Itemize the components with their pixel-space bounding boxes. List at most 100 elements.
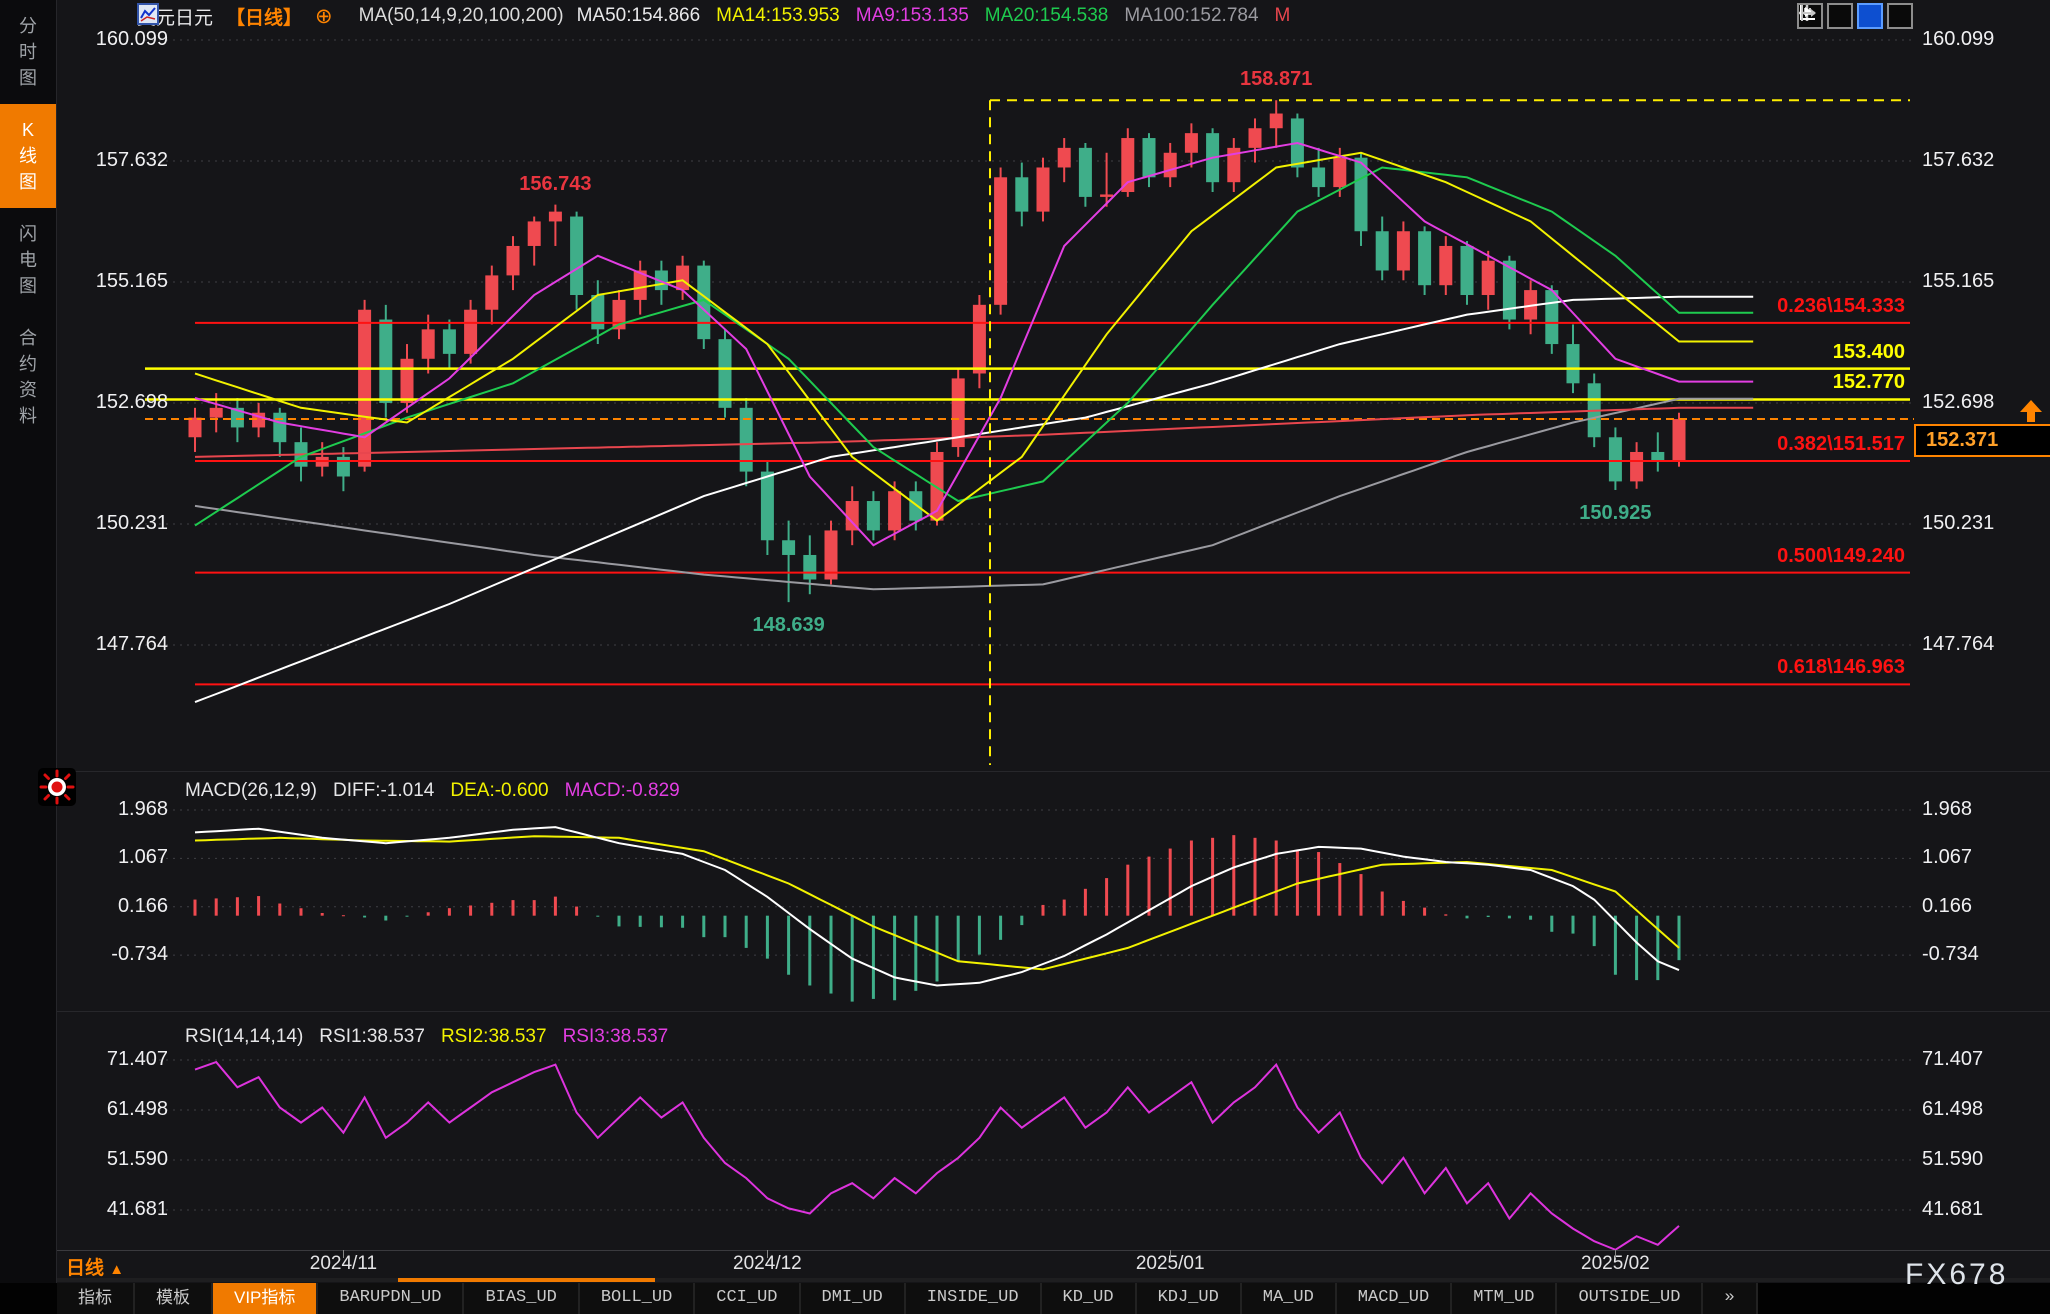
candle (1502, 260, 1516, 320)
macd-histogram (193, 835, 1681, 1002)
candle (1142, 138, 1156, 178)
candle (209, 407, 223, 418)
price-axis-label-left: 150.231 (95, 512, 168, 535)
candle (972, 304, 986, 374)
candle (570, 216, 584, 296)
candle (1078, 147, 1092, 197)
price-up-arrow-icon (2020, 400, 2042, 422)
tab-INSIDE_UD[interactable]: INSIDE_UD (905, 1283, 1042, 1314)
tab-BIAS_UD[interactable]: BIAS_UD (464, 1283, 580, 1314)
candle (866, 501, 880, 531)
price-axis-label-left: 157.632 (95, 149, 168, 171)
date-axis-label: 2024/11 (309, 1253, 378, 1274)
candle (633, 270, 647, 300)
price-axis-label-right: 147.764 (1922, 633, 1995, 656)
candle (230, 407, 244, 428)
edge-shift-icon[interactable] (1801, 3, 1913, 29)
tab-OUTSIDE_UD[interactable]: OUTSIDE_UD (1557, 1283, 1704, 1314)
tab-VIP指标[interactable]: VIP指标 (213, 1283, 319, 1314)
gridlines (145, 39, 1912, 1211)
tab-KDJ_UD[interactable]: KDJ_UD (1136, 1283, 1242, 1314)
tab-KD_UD[interactable]: KD_UD (1041, 1283, 1137, 1314)
tab-CCI_UD[interactable]: CCI_UD (695, 1283, 801, 1314)
date-axis-tick (343, 1250, 345, 1258)
candle (1057, 147, 1071, 168)
candle (527, 221, 541, 246)
level-lines (145, 321, 1914, 686)
candle (760, 471, 774, 541)
date-axis-label: 2024/12 (733, 1253, 802, 1274)
axis-scale-icon[interactable] (1800, 3, 1853, 29)
sidebar-item-合约资料[interactable]: 合约资料 (19, 328, 37, 426)
scrollbar-thumb[interactable] (398, 1278, 655, 1282)
tab-BARUPDN_UD[interactable]: BARUPDN_UD (318, 1283, 465, 1314)
ma-value-label: MA50:154.866 (576, 5, 701, 26)
macd-axis-label-right: 1.968 (1922, 798, 1973, 820)
tabbar-spacer (0, 1283, 57, 1314)
sidebar-item-分时图[interactable]: 分时图 (19, 16, 37, 88)
candle (739, 407, 753, 472)
candle (358, 309, 372, 467)
plus-circle-icon[interactable]: ⊕ (315, 4, 333, 28)
candle (888, 491, 902, 531)
tab-DMI_UD[interactable]: DMI_UD (800, 1283, 906, 1314)
tab-MACD_UD[interactable]: MACD_UD (1336, 1283, 1453, 1314)
candle (1672, 419, 1686, 462)
rsi1-value: RSI1:38.537 (319, 1026, 425, 1047)
ma-value-label: MA9:153.135 (855, 5, 969, 26)
sidebar-item-闪电图[interactable]: 闪电图 (19, 224, 37, 296)
price-axis-label-right: 155.165 (1922, 270, 1995, 292)
candle (1100, 194, 1114, 197)
rsi-axis-label-right: 61.498 (1922, 1098, 1984, 1120)
tab-BOLL_UD[interactable]: BOLL_UD (579, 1283, 696, 1314)
rsi-axis-label-right: 71.407 (1922, 1048, 1984, 1070)
chart-annotation: 158.871 (1240, 68, 1313, 91)
period-selector[interactable]: 日线 ▲ (66, 1253, 124, 1280)
ma-line-MA200 (194, 406, 1754, 458)
macd-axis-label-left: 1.067 (117, 846, 168, 869)
rsi-line (194, 1060, 1680, 1251)
candle (1651, 451, 1665, 462)
macd-axis-label-left: 0.166 (117, 894, 168, 917)
macd-panel-header: MACD(26,12,9) DIFF:-1.014 DEA:-0.600 MAC… (185, 780, 680, 802)
ma-line-MA9 (194, 141, 1754, 547)
tab-模板[interactable]: 模板 (135, 1283, 213, 1314)
tab-指标[interactable]: 指标 (57, 1283, 135, 1314)
macd-axis-label-right: 0.166 (1922, 894, 1973, 917)
macd-diff-value: DIFF:-1.014 (333, 780, 435, 801)
tab-»[interactable]: » (1703, 1283, 1758, 1314)
candle (1269, 113, 1283, 129)
candle (845, 501, 859, 531)
date-axis-tick (1170, 1250, 1172, 1258)
ma-lines-group (194, 141, 1754, 704)
tab-MTM_UD[interactable]: MTM_UD (1452, 1283, 1558, 1314)
rsi2-value: RSI2:38.537 (440, 1026, 547, 1047)
candle (1630, 451, 1644, 482)
ma-line-MA100 (194, 397, 1754, 591)
fib-level-label: 0.382\151.517 (1777, 432, 1905, 455)
rsi-axis-label-left: 71.407 (106, 1048, 168, 1070)
period-selector-label: 日线 (66, 1258, 105, 1279)
axis-play-icon[interactable] (1800, 3, 1883, 29)
macd-axis-label-left: 1.968 (117, 798, 168, 820)
tab-MA_UD[interactable]: MA_UD (1241, 1283, 1337, 1314)
candle (1460, 245, 1474, 296)
candle (1333, 157, 1347, 188)
price-axis-label-left: 147.764 (95, 633, 168, 656)
candle (464, 309, 478, 354)
ma-value-label: MA20:154.538 (984, 5, 1109, 26)
price-axis-label-right: 157.632 (1922, 149, 1995, 171)
macd-axis-label-right: -0.734 (1922, 943, 1979, 966)
candle (1566, 344, 1580, 384)
candle (1184, 133, 1198, 153)
scrollbar-track[interactable] (57, 1278, 2050, 1282)
rsi-axis-label-left: 51.590 (106, 1148, 168, 1171)
ma-line-MA50 (194, 295, 1754, 704)
candle (1439, 245, 1453, 286)
candle (591, 295, 605, 330)
chart-toolbar (1797, 3, 1913, 29)
